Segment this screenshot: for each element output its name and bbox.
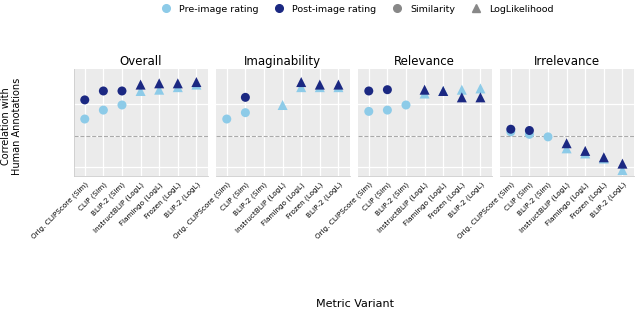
Point — [457, 87, 467, 92]
Point — [240, 110, 250, 115]
Point — [99, 108, 109, 113]
Point — [419, 91, 429, 96]
Point — [580, 151, 590, 156]
Text: Metric Variant: Metric Variant — [316, 299, 394, 309]
Point — [333, 85, 344, 90]
Point — [221, 117, 232, 122]
Point — [79, 117, 90, 122]
Point — [364, 109, 374, 114]
Legend: Pre-image rating, Post-image rating, Similarity, LogLikelihood: Pre-image rating, Post-image rating, Sim… — [156, 5, 554, 14]
Point — [117, 102, 127, 107]
Point — [333, 82, 344, 87]
Point — [543, 135, 553, 140]
Point — [154, 81, 164, 86]
Point — [506, 127, 516, 132]
Point — [476, 95, 486, 100]
Point — [364, 89, 374, 94]
Point — [136, 89, 146, 94]
Text: Correlation with
Human Annotations: Correlation with Human Annotations — [1, 77, 22, 175]
Point — [598, 155, 609, 160]
Point — [580, 148, 590, 153]
Point — [561, 146, 572, 151]
Point — [476, 86, 486, 91]
Point — [99, 89, 109, 94]
Point — [457, 95, 467, 100]
Title: Overall: Overall — [119, 55, 162, 68]
Point — [154, 87, 164, 92]
Point — [296, 85, 307, 90]
Point — [296, 79, 307, 84]
Title: Relevance: Relevance — [394, 55, 455, 68]
Point — [240, 95, 250, 100]
Point — [506, 129, 516, 134]
Point — [173, 85, 183, 90]
Point — [382, 108, 392, 113]
Point — [315, 85, 325, 90]
Point — [618, 168, 628, 173]
Point — [419, 87, 429, 92]
Point — [136, 82, 146, 87]
Point — [524, 128, 534, 133]
Point — [191, 79, 202, 84]
Point — [315, 82, 325, 87]
Point — [382, 87, 392, 92]
Point — [191, 82, 202, 87]
Point — [561, 141, 572, 146]
Point — [438, 89, 449, 94]
Title: Irrelevance: Irrelevance — [534, 55, 600, 68]
Title: Imaginability: Imaginability — [244, 55, 321, 68]
Point — [618, 161, 628, 166]
Point — [524, 132, 534, 137]
Point — [117, 89, 127, 94]
Point — [438, 89, 449, 94]
Point — [173, 81, 183, 86]
Point — [79, 97, 90, 102]
Point — [401, 102, 411, 107]
Point — [278, 102, 288, 107]
Point — [598, 156, 609, 161]
